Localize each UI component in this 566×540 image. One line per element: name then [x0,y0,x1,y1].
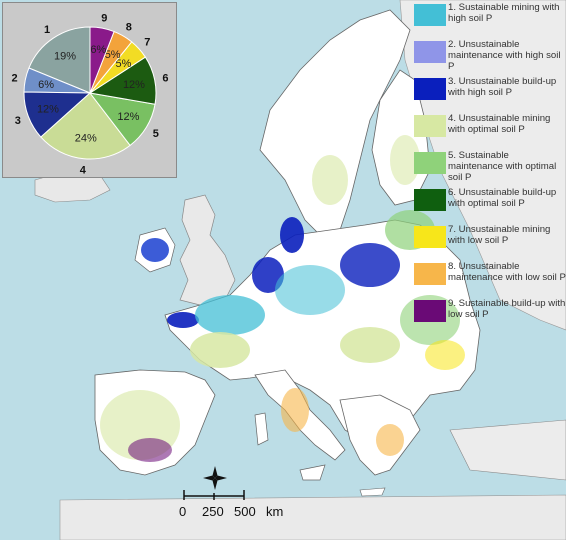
legend-label-9: 9. Sustainable build-up with low soil P [448,298,566,320]
pie-number-label-5: 5 [153,128,159,140]
scale-unit-label: km [266,504,284,519]
pie-slice-4 [40,92,131,160]
legend-item-2: 2. Unsustainable maintenance with high s… [411,37,566,72]
scale-label-250: 250 [202,504,224,519]
legend-label-8: 8. Unsustainable maintenance with low so… [448,261,566,283]
patch-italy-low [281,388,309,432]
pie-pct-label-4: 24% [75,133,97,145]
patch-france-mining [195,295,265,335]
data-patches [100,135,465,462]
pie-chart-inset: 19% 1 6% 2 12% 3 24% 4 12% 5 12% 6 5% 7 5% 8 6% 9 [2,2,177,178]
patch-scandinavia-optimal [312,155,348,205]
pie-pct-label-8: 5% [105,49,121,61]
legend-label-5: 5. Sustainable maintenance with optimal … [448,150,557,183]
legend-swatch-6 [414,189,446,211]
legend-item-9: 9. Sustainable build-up with low soil P [411,296,566,331]
pie-pct-label-2: 6% [38,79,54,91]
pie-number-label-1: 1 [44,24,50,36]
patch-spain-buildup-low [128,438,172,462]
pie-number-label-9: 9 [101,12,107,24]
legend-item-4: 4. Unsustainable mining with optimal soi… [411,111,566,146]
pie-slice-9 [89,26,115,94]
scale-label-500: 500 [234,504,256,519]
pie-pct-label-3: 12% [37,104,59,116]
scale-bar-graphic [183,490,245,500]
legend-swatch-8 [414,263,446,285]
compass-star-icon [203,466,227,490]
legend-swatch-1 [414,4,446,26]
legend-swatch-3 [414,78,446,100]
legend-swatch-7 [414,226,446,248]
legend-label-4: 4. Unsustainable mining with optimal soi… [448,113,551,135]
patch-denmark-buildup [280,217,304,253]
patch-romania-low [425,340,465,370]
pie-slice-1 [28,26,91,94]
pie-number-label-8: 8 [126,22,132,34]
pie-pct-label-1: 19% [54,51,76,63]
legend-swatch-4 [414,115,446,137]
legend-item-1: 1. Sustainable mining with high soil P [411,0,566,35]
legend-label-2: 2. Unsustainable maintenance with high s… [448,39,561,72]
pie-number-label-2: 2 [12,73,18,85]
legend-item-3: 3. Unsustainable build-up with high soil… [411,74,566,109]
legend-item-6: 6. Unsustainable build-up with optimal s… [411,185,566,220]
pie-pct-label-5: 12% [117,111,139,123]
pie-chart: 19% 1 6% 2 12% 3 24% 4 12% 5 12% 6 5% 7 5% 8 6% 9 [12,12,169,177]
map-legend: 1. Sustainable mining with high soil P 2… [411,0,566,330]
north-africa [59,494,566,540]
pie-pct-label-7: 5% [115,58,131,70]
patch-ireland-high-p [141,238,169,262]
scale-bar: 0 250 500 km [170,486,330,526]
pie-number-label-4: 4 [80,165,87,177]
pie-number-label-3: 3 [15,115,21,127]
legend-item-8: 8. Unsustainable maintenance with low so… [411,259,566,294]
legend-swatch-2 [414,41,446,63]
scale-label-0: 0 [179,504,187,519]
patch-germany-mining [275,265,345,315]
patch-france-south-optimal [190,332,250,368]
legend-label-1: 1. Sustainable mining with high soil P [448,2,560,24]
sardinia [254,412,269,446]
legend-label-3: 3. Unsustainable build-up with high soil… [448,76,557,98]
legend-label-6: 6. Unsustainable build-up with optimal s… [448,187,557,209]
legend-swatch-9 [414,300,446,322]
legend-label-7: 7. Unsustainable mining with low soil P [448,224,551,246]
patch-hungary-optimal [340,327,400,363]
patch-finland-optimal [390,135,420,185]
pie-number-label-7: 7 [144,37,150,49]
sicily [299,464,326,481]
scandinavia [259,9,411,236]
turkey [449,419,566,481]
legend-swatch-5 [414,152,446,174]
patch-netherlands-buildup [252,257,284,293]
patch-greece-low [376,424,404,456]
crete [359,487,386,497]
patch-brittany-buildup [167,312,199,328]
pie-pct-label-9: 6% [90,44,106,56]
legend-item-7: 7. Unsustainable mining with low soil P [411,222,566,257]
pie-number-label-6: 6 [162,73,168,85]
pie-pct-label-6: 12% [123,79,145,91]
patch-poland-buildup [340,243,400,287]
legend-item-5: 5. Sustainable maintenance with optimal … [411,148,566,183]
